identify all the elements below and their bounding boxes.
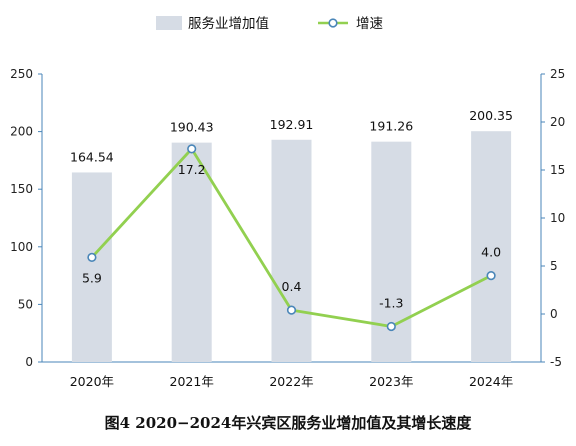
bar-series <box>71 131 512 362</box>
growth-rate-label: 4.0 <box>481 245 501 260</box>
line-series <box>87 144 496 332</box>
line-data-labels: 5.9 17.2 0.4 -1.3 4.0 <box>82 162 501 311</box>
legend-label-bar: 服务业增加值 <box>188 16 269 32</box>
growth-rate-point <box>87 252 97 262</box>
right-tick-label: -5 <box>550 355 562 369</box>
category-label: 2021年 <box>170 374 214 389</box>
bar-data-label: 190.43 <box>170 120 214 135</box>
growth-rate-point <box>486 271 496 281</box>
legend-swatch-marker <box>328 18 338 28</box>
bar <box>271 139 312 362</box>
growth-rate-label: -1.3 <box>379 295 403 310</box>
growth-rate-label: 17.2 <box>178 162 206 177</box>
bar-data-label: 200.35 <box>469 108 513 123</box>
bar-data-label: 164.54 <box>70 149 114 164</box>
bar-data-labels: 164.54 190.43 192.91 191.26 200.35 <box>70 108 513 164</box>
left-tick-label: 50 <box>18 297 33 311</box>
growth-rate-point <box>386 321 396 332</box>
growth-rate-point <box>286 305 297 315</box>
category-labels: 2020年 2021年 2022年 2023年 2024年 <box>70 374 514 389</box>
bar-data-label: 191.26 <box>369 119 413 134</box>
legend-label-line: 增速 <box>356 16 383 32</box>
right-axis-ticks: -5 0 5 10 15 20 25 <box>541 67 565 369</box>
category-label: 2024年 <box>469 374 513 389</box>
bar-data-label: 192.91 <box>270 117 314 132</box>
legend-swatch-bar <box>156 16 182 30</box>
category-label: 2022年 <box>269 374 313 389</box>
bar <box>171 142 212 362</box>
bar <box>71 172 112 362</box>
left-tick-label: 250 <box>10 67 33 81</box>
right-tick-label: 10 <box>550 211 565 225</box>
right-tick-label: 5 <box>550 259 558 273</box>
right-tick-label: 25 <box>550 67 565 81</box>
left-tick-label: 200 <box>10 125 33 139</box>
right-tick-label: 20 <box>550 115 565 129</box>
category-label: 2023年 <box>369 374 413 389</box>
right-tick-label: 15 <box>550 163 565 177</box>
left-axis-ticks: 0 50 100 150 200 250 <box>10 67 42 369</box>
chart-caption: 图4 2020−2024年兴宾区服务业增加值及其增长速度 <box>105 414 473 432</box>
growth-rate-label: 5.9 <box>82 270 102 285</box>
left-tick-label: 150 <box>10 182 33 196</box>
legend: 服务业增加值 增速 <box>156 16 383 32</box>
right-tick-label: 0 <box>550 307 558 321</box>
bar <box>471 131 512 362</box>
left-tick-label: 0 <box>25 355 33 369</box>
category-label: 2020年 <box>70 374 114 389</box>
left-tick-label: 100 <box>10 240 33 254</box>
growth-rate-label: 0.4 <box>282 279 302 294</box>
growth-rate-point <box>187 144 197 154</box>
